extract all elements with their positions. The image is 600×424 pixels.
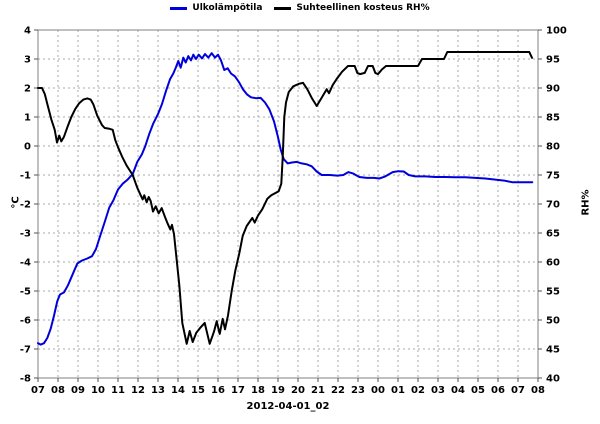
left-y-tick-label: -1 xyxy=(20,171,31,182)
left-y-tick-label: 4 xyxy=(24,26,31,37)
x-tick-label: 21 xyxy=(311,385,325,396)
x-tick-label: 08 xyxy=(51,385,65,396)
legend-label-humidity: Suhteellinen kosteus RH% xyxy=(296,3,430,13)
right-y-tick-label: 100 xyxy=(546,26,567,37)
x-tick-label: 03 xyxy=(431,385,445,396)
right-y-tick-label: 85 xyxy=(546,113,560,124)
right-y-tick-label: 70 xyxy=(546,200,560,211)
x-tick-label: 09 xyxy=(71,385,85,396)
x-tick-label: 02 xyxy=(411,385,425,396)
left-y-tick-label: 1 xyxy=(24,113,31,124)
legend-item-humidity: Suhteellinen kosteus RH% xyxy=(274,3,430,13)
x-tick-label: 20 xyxy=(291,385,305,396)
x-tick-label: 23 xyxy=(351,385,365,396)
x-tick-label: 11 xyxy=(111,385,125,396)
right-axis-title: RH% xyxy=(580,189,592,216)
x-tick-label: 14 xyxy=(171,385,185,396)
left-y-tick-label: -7 xyxy=(20,345,31,356)
left-y-tick-label: 2 xyxy=(24,84,31,95)
x-tick-label: 12 xyxy=(131,385,145,396)
humidity-line-swatch xyxy=(274,6,292,10)
left-y-tick-label: -6 xyxy=(20,316,31,327)
legend-item-temperature: Ulkolämpötila xyxy=(170,3,262,13)
legend-label-temperature: Ulkolämpötila xyxy=(192,3,263,13)
right-y-tick-label: 95 xyxy=(546,55,560,66)
left-y-tick-label: 3 xyxy=(24,55,31,66)
x-tick-label: 01 xyxy=(391,385,405,396)
left-y-tick-label: -4 xyxy=(20,258,31,269)
left-axis-title: °C xyxy=(10,196,22,209)
right-y-tick-label: 40 xyxy=(546,374,560,385)
x-tick-label: 05 xyxy=(471,385,485,396)
x-axis-title: 2012-04-01_02 xyxy=(246,401,330,412)
x-tick-label: 19 xyxy=(271,385,285,396)
left-y-tick-label: -3 xyxy=(20,229,31,240)
x-tick-label: 18 xyxy=(251,385,265,396)
x-tick-label: 07 xyxy=(511,385,525,396)
right-y-tick-label: 65 xyxy=(546,229,560,240)
x-tick-label: 17 xyxy=(231,385,245,396)
left-y-tick-label: -2 xyxy=(20,200,31,211)
x-tick-label: 22 xyxy=(331,385,345,396)
right-y-tick-label: 55 xyxy=(546,287,560,298)
right-y-tick-label: 75 xyxy=(546,171,560,182)
x-tick-label: 07 xyxy=(31,385,45,396)
humidity-line xyxy=(37,51,533,345)
right-y-tick-label: 60 xyxy=(546,258,560,269)
left-y-tick-label: -5 xyxy=(20,287,31,298)
x-tick-label: 13 xyxy=(151,385,165,396)
legend: Ulkolämpötila Suhteellinen kosteus RH% xyxy=(0,3,600,13)
x-tick-label: 15 xyxy=(191,385,205,396)
temperature-line xyxy=(37,52,534,346)
x-tick-label: 06 xyxy=(491,385,505,396)
right-y-tick-label: 80 xyxy=(546,142,560,153)
x-tick-label: 08 xyxy=(531,385,545,396)
x-tick-label: 10 xyxy=(91,385,105,396)
left-y-tick-label: 0 xyxy=(24,142,31,153)
right-y-tick-label: 50 xyxy=(546,316,560,327)
temperature-line-swatch xyxy=(170,6,188,10)
x-tick-label: 16 xyxy=(211,385,225,396)
x-tick-label: 04 xyxy=(451,385,465,396)
right-y-tick-label: 45 xyxy=(546,345,560,356)
x-tick-label: 00 xyxy=(371,385,385,396)
right-y-tick-label: 90 xyxy=(546,84,560,95)
left-y-tick-label: -8 xyxy=(20,374,31,385)
